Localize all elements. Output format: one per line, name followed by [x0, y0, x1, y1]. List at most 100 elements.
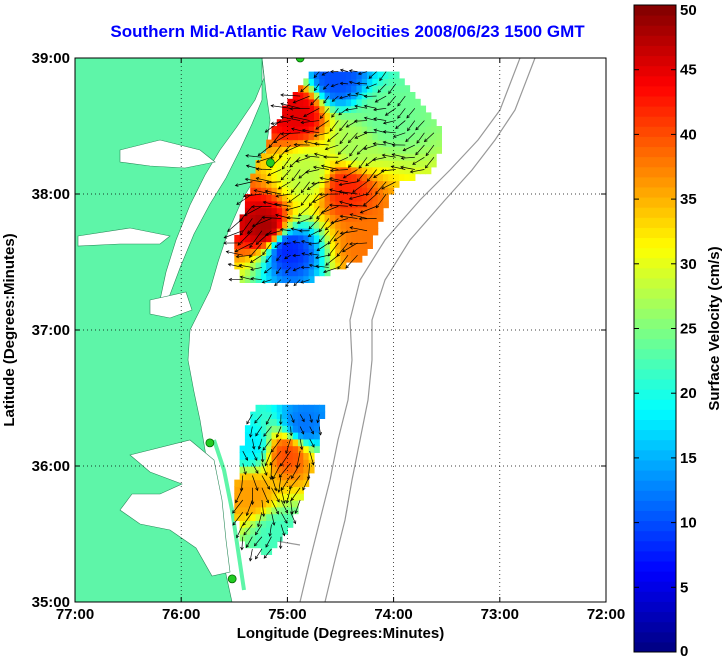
velocity-vector — [340, 230, 358, 234]
velocity-cell — [420, 160, 427, 168]
velocity-cell — [287, 200, 294, 209]
velocity-arrowhead — [319, 115, 324, 119]
velocity-arrowhead — [227, 228, 231, 233]
velocity-cell — [313, 180, 320, 188]
velocity-cell — [367, 228, 373, 236]
velocity-vector — [397, 108, 406, 119]
colorbar-swatch — [634, 207, 676, 218]
velocity-cell — [239, 527, 246, 535]
velocity-vector — [280, 103, 301, 109]
velocity-cell — [329, 132, 336, 141]
velocity-arrowhead — [292, 268, 297, 272]
velocity-vector — [284, 254, 291, 260]
velocity-vector — [321, 205, 339, 214]
velocity-vector — [382, 154, 396, 158]
velocity-vector — [349, 242, 368, 245]
velocity-cell — [298, 139, 304, 147]
velocity-cell — [367, 221, 373, 229]
velocity-vector — [254, 189, 272, 195]
velocity-cell — [340, 234, 347, 243]
velocity-cell — [372, 71, 379, 79]
velocity-cell — [313, 268, 320, 277]
velocity-cell — [313, 92, 320, 100]
velocity-cell — [308, 207, 315, 215]
velocity-vector — [250, 267, 262, 271]
velocity-cell — [303, 166, 310, 175]
velocity-vector — [340, 215, 358, 219]
velocity-arrowhead — [348, 203, 353, 208]
velocity-cell — [298, 275, 304, 283]
pamlico-sound — [119, 439, 231, 577]
velocity-cell — [351, 98, 358, 107]
velocity-vector — [354, 132, 368, 139]
velocity-vector — [318, 426, 322, 436]
velocity-cell — [260, 418, 267, 426]
velocity-cell — [303, 160, 310, 168]
velocity-cell — [250, 540, 257, 549]
velocity-cell — [298, 187, 304, 195]
velocity-cell — [287, 432, 294, 440]
velocity-cell — [308, 275, 315, 283]
velocity-arrowhead — [286, 215, 290, 220]
velocity-cell — [266, 472, 273, 481]
velocity-vector — [309, 414, 313, 423]
velocity-cell — [260, 452, 267, 460]
velocity-cell — [324, 132, 331, 141]
velocity-vector — [315, 265, 329, 268]
y-tick-label: 37:00 — [32, 322, 70, 339]
velocity-arrowhead — [310, 430, 314, 435]
velocity-vector — [338, 144, 349, 155]
velocity-vector — [242, 512, 253, 526]
velocity-cell — [377, 180, 384, 188]
velocity-arrowhead — [237, 242, 241, 246]
velocity-arrowhead — [289, 485, 293, 490]
velocity-cell — [356, 126, 363, 134]
velocity-arrowhead — [308, 202, 313, 207]
velocity-vector — [406, 108, 416, 119]
velocity-cell — [335, 78, 342, 86]
velocity-cell — [266, 466, 273, 474]
velocity-arrowhead — [285, 283, 289, 288]
velocity-cell — [282, 486, 288, 494]
velocity-arrowhead — [264, 472, 268, 476]
velocity-arrowhead — [348, 69, 353, 73]
velocity-cell — [244, 275, 251, 283]
velocity-vector — [336, 242, 349, 257]
colorbar-swatch — [634, 75, 676, 87]
velocity-cell — [345, 126, 352, 134]
velocity-arrowhead — [284, 509, 289, 514]
velocity-cell — [398, 132, 405, 141]
velocity-arrowhead — [257, 446, 262, 450]
colorbar-swatch — [634, 419, 676, 431]
velocity-cell — [287, 506, 294, 515]
velocity-cell — [276, 404, 283, 413]
velocity-cell — [255, 241, 262, 249]
velocity-cell — [356, 241, 363, 249]
velocity-arrowhead — [362, 202, 367, 207]
velocity-cell — [260, 268, 267, 277]
velocity-cell — [356, 92, 363, 100]
velocity-cell — [340, 105, 347, 113]
velocity-arrowhead — [415, 151, 419, 156]
velocity-arrowhead — [334, 160, 339, 164]
velocity-cell — [425, 139, 432, 147]
velocity-cell — [356, 166, 363, 175]
velocity-cell — [250, 214, 257, 222]
colorbar-swatch — [634, 429, 676, 441]
velocity-arrowhead — [387, 102, 391, 107]
velocity-vector — [325, 144, 339, 150]
velocity-cell — [266, 513, 273, 521]
velocity-cell — [372, 119, 379, 127]
velocity-vector — [280, 169, 291, 181]
velocity-arrowhead — [345, 264, 349, 269]
colorbar-swatch — [634, 95, 676, 107]
velocity-cell — [282, 139, 288, 147]
velocity-cell — [298, 166, 304, 175]
velocity-arrowhead — [263, 270, 268, 274]
velocity-cell — [404, 139, 411, 147]
velocity-cell — [303, 241, 310, 249]
velocity-vector — [366, 83, 377, 89]
velocity-cell — [329, 139, 336, 147]
velocity-cell — [282, 438, 288, 447]
velocity-cell — [335, 146, 342, 154]
